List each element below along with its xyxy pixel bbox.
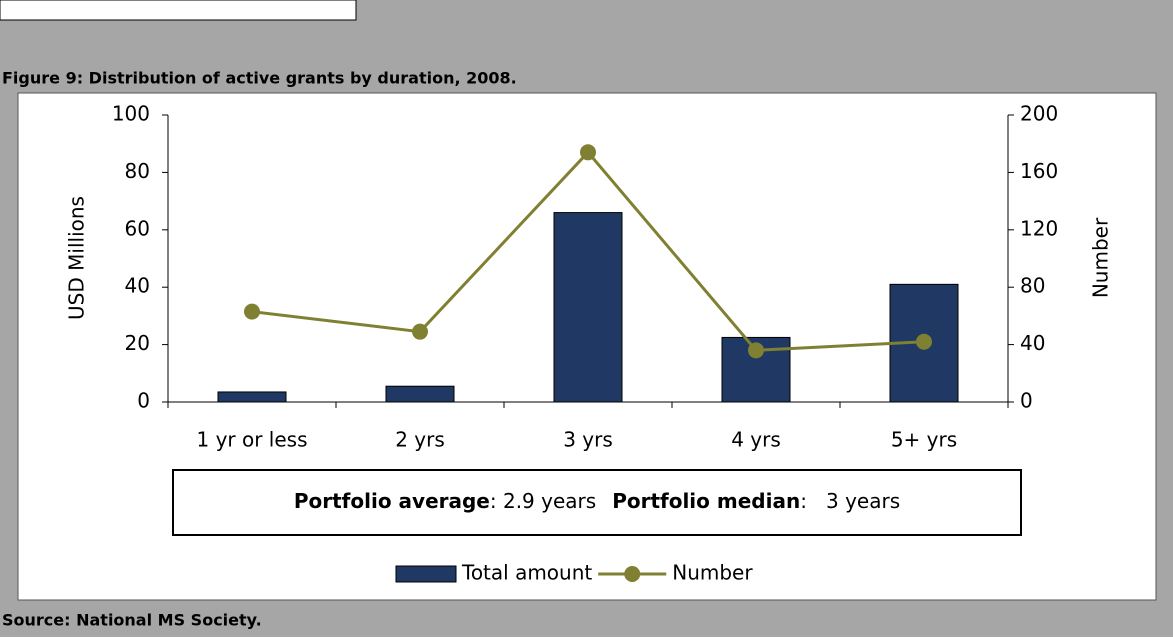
y-tick-label: 80 <box>125 159 150 183</box>
line-marker <box>916 333 932 350</box>
legend-label: Total amount <box>461 561 592 585</box>
figure-title: Figure 9: Distribution of active grants … <box>2 69 517 88</box>
annotation-part: : 2.9 years <box>490 489 596 513</box>
line-marker <box>412 323 428 340</box>
line-marker <box>580 144 596 161</box>
line-marker <box>748 342 764 359</box>
bar <box>385 385 455 403</box>
y2-axis-label: Number <box>1089 217 1113 298</box>
annotation-part: Portfolio median <box>612 489 800 513</box>
y2-tick-label: 80 <box>1020 274 1045 298</box>
y-tick-label: 0 <box>137 389 150 413</box>
y2-tick-label: 160 <box>1020 159 1058 183</box>
line-marker <box>244 303 260 320</box>
x-tick-label: 1 yr or less <box>196 428 307 452</box>
x-tick-label: 5+ yrs <box>891 428 957 452</box>
y2-tick-label: 0 <box>1020 389 1033 413</box>
y2-tick-label: 200 <box>1020 102 1058 126</box>
top-strip <box>0 0 357 21</box>
y2-tick-label: 120 <box>1020 216 1058 240</box>
y2-tick-label: 40 <box>1020 331 1045 355</box>
y-tick-label: 100 <box>112 102 150 126</box>
x-tick-label: 4 yrs <box>731 428 781 452</box>
legend-label: Number <box>672 561 753 585</box>
bar <box>553 212 623 403</box>
annotation-part: Portfolio average <box>294 489 490 513</box>
x-tick-label: 3 yrs <box>563 428 613 452</box>
annotation: Portfolio average: 2.9 years Portfolio me… <box>294 489 900 513</box>
y-axis-label: USD Millions <box>65 196 89 320</box>
source: Source: National MS Society. <box>2 611 262 630</box>
y-tick-label: 60 <box>125 216 150 240</box>
legend-swatch <box>395 565 457 583</box>
bar <box>217 391 287 403</box>
annotation-part: : 3 years <box>800 489 900 513</box>
x-tick-label: 2 yrs <box>395 428 445 452</box>
annotation-box <box>172 469 1022 536</box>
legend-marker <box>624 566 641 582</box>
y-tick-label: 40 <box>125 274 150 298</box>
y-tick-label: 20 <box>125 331 150 355</box>
